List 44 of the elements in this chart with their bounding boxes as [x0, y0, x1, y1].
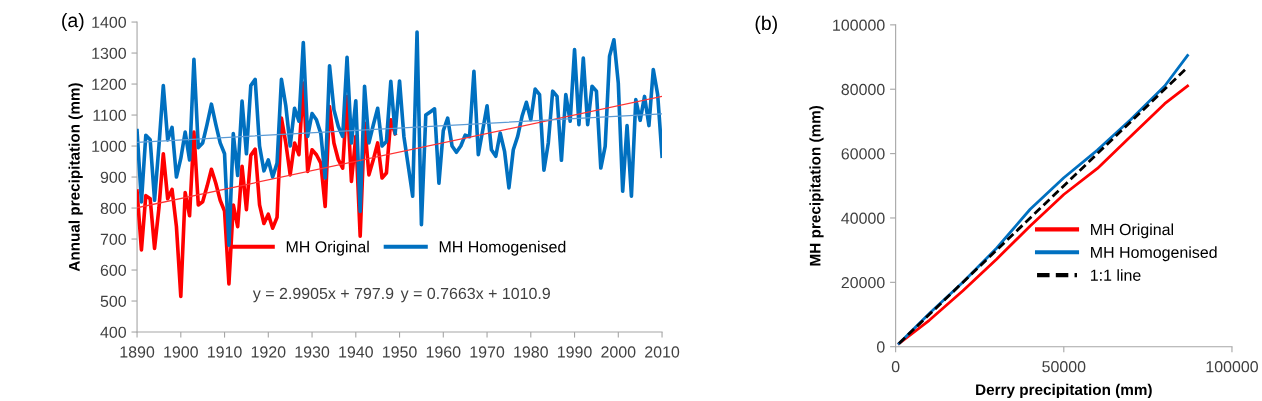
annotation: y = 2.9905x + 797.9: [252, 287, 394, 303]
y-tick-label: 800: [100, 202, 127, 214]
x-tick-label: 100000: [1206, 361, 1258, 373]
y-axis-title: Annual precipitation (mm): [68, 83, 83, 272]
x-tick-label: 1930: [295, 346, 330, 358]
y-tick-label: 700: [100, 233, 127, 245]
legend-label: MH Homogenised: [1091, 246, 1217, 262]
x-tick-label: 1950: [383, 346, 417, 358]
x-tick-label: 1980: [514, 346, 548, 358]
legend-label: MH Original: [286, 240, 369, 256]
annotation: y = 0.7663x + 1010.9: [400, 287, 550, 303]
legend-label: 1:1 line: [1090, 269, 1141, 281]
y-tick-label: 40000: [841, 212, 885, 224]
x-tick-label: 1970: [470, 346, 505, 358]
y-tick-label: 1400: [92, 16, 127, 28]
y-tick-label: 80000: [841, 83, 885, 96]
y-tick-label: 900: [100, 171, 127, 183]
x-tick-label: 2000: [601, 346, 636, 358]
x-tick-label: 1900: [164, 346, 198, 358]
y-tick-label: 500: [100, 295, 127, 307]
y-tick-label: 60000: [841, 148, 885, 160]
text: (b): [755, 15, 777, 34]
x-tick-label: 1990: [558, 346, 592, 358]
y-tick-label: 1200: [92, 78, 127, 90]
y-tick-label: 600: [100, 264, 127, 276]
y-tick-label: 400: [100, 326, 127, 338]
x-tick-label: 0: [891, 361, 900, 373]
y-tick-label: 1100: [93, 109, 127, 121]
x-tick-label: 1940: [339, 346, 373, 358]
x-axis-title: Derry precipitation (mm): [976, 383, 1152, 399]
y-axis-title: MH precipitation (mm): [809, 105, 824, 266]
y-tick-label: 100000: [833, 19, 885, 31]
y-tick-label: 20000: [841, 276, 885, 289]
y-tick-label: 1000: [92, 140, 127, 152]
x-tick-label: 1890: [120, 346, 155, 358]
y-tick-label: 1300: [92, 47, 127, 59]
x-tick-label: 1910: [208, 346, 242, 358]
x-tick-label: 50000: [1042, 361, 1086, 373]
x-tick-label: 1920: [251, 346, 286, 358]
x-tick-label: 2010: [645, 346, 680, 358]
legend-label: MH Homogenised: [439, 240, 566, 256]
x-tick-label: 1960: [426, 346, 461, 358]
text: (a): [62, 12, 84, 32]
legend-label: MH Original: [1091, 223, 1174, 239]
